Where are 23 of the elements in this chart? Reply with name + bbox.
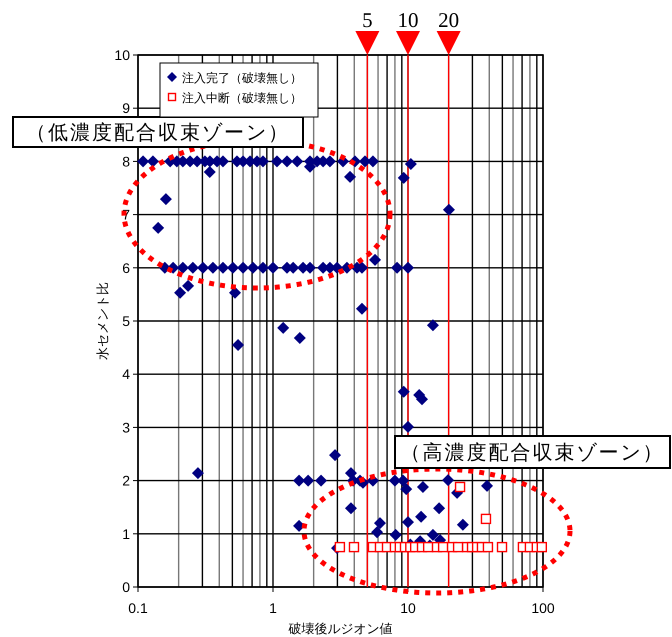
x-axis-title: 破壊後ルジオン値 [288,621,392,636]
y-axis-title: 水セメント比 [95,282,110,360]
y-tick-label: 8 [122,153,130,170]
annotation: （高濃度配合収束ゾーン） [400,441,664,464]
legend-label: 注入中断（破壊無し） [182,91,302,105]
legend-label: 注入完了（破壊無し） [182,71,302,85]
y-tick-label: 4 [122,366,130,382]
x-tick-label: 100 [531,600,555,616]
y-tick-label: 5 [122,313,130,329]
y-tick-label: 2 [122,472,130,489]
y-tick-label: 0 [122,579,130,595]
y-tick-label: 9 [122,100,130,116]
x-tick-label: 10 [400,600,416,616]
y-tick-label: 10 [114,47,130,63]
ref-line-label: 20 [438,8,460,32]
ref-line-label: 10 [398,8,418,32]
y-tick-label: 6 [122,260,130,276]
x-tick-label: 0.1 [128,600,148,616]
y-tick-label: 3 [122,419,130,436]
annotation: （低濃度配合収束ゾーン） [26,122,290,144]
ref-line-label: 5 [362,8,373,32]
y-tick-label: 1 [122,526,130,542]
x-tick-label: 1 [269,600,278,616]
